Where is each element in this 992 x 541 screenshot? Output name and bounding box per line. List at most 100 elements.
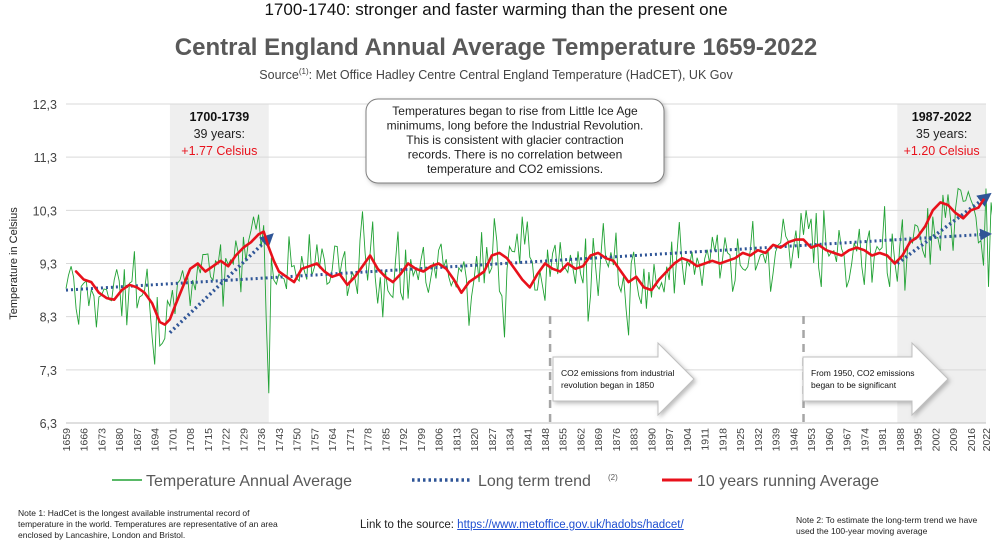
x-tick-label: 1967 <box>842 428 854 452</box>
period-change-1: +1.77 Celsius <box>181 144 257 158</box>
link-prefix: Link to the source: <box>360 519 458 531</box>
legend-label-annual: Temperature Annual Average <box>146 473 352 490</box>
x-tick-label: 1946 <box>788 428 800 452</box>
callout-line: minimums, long before the Industrial Rev… <box>387 119 644 133</box>
x-tick-label: 2016 <box>966 428 978 452</box>
x-tick-label: 1981 <box>877 428 889 452</box>
y-axis-label: Temperature in Celsius <box>8 207 20 320</box>
x-tick-label: 1673 <box>96 428 108 452</box>
callout-line: This is consistent with glacier contract… <box>406 133 623 147</box>
period-years-2: 35 years: <box>916 127 967 141</box>
y-tick-label: 6,3 <box>40 417 57 431</box>
x-tick-label: 1729 <box>238 428 250 452</box>
marker-arrow-1950: From 1950, CO2 emissions began to be sign… <box>802 341 949 417</box>
marker-arrow-1850: CO2 emissions from industrial revolution … <box>552 341 695 417</box>
marker-arrow-text: began to be significant <box>811 380 897 390</box>
x-tick-label: 1771 <box>345 428 357 452</box>
x-tick-label: 1764 <box>327 428 339 452</box>
x-tick-label: 2002 <box>930 428 942 452</box>
marker-arrow-shape <box>802 341 949 417</box>
source-link-row: Link to the source: https://www.metoffic… <box>360 519 684 531</box>
x-tick-label: 1995 <box>913 428 925 452</box>
x-tick-label: 1757 <box>309 428 321 452</box>
x-tick-label: 1904 <box>682 428 694 452</box>
x-tick-label: 1666 <box>79 428 91 452</box>
subtitle-rest: : Met Office Hadley Centre Central Engla… <box>308 68 733 83</box>
period-label-2: 1987-2022 <box>912 110 972 124</box>
callout-box: Temperatures began to rise from Little I… <box>365 98 665 184</box>
subtitle-sup: (1) <box>298 67 309 76</box>
x-tick-label: 1785 <box>380 428 392 452</box>
marker-arrow-shape <box>552 341 695 417</box>
x-tick-label: 1694 <box>150 428 162 452</box>
x-tick-label: 1743 <box>274 428 286 452</box>
top-banner: 1700-1740: stronger and faster warming t… <box>264 0 728 19</box>
x-tick-label: 1876 <box>611 428 623 452</box>
period-trend-arrow-2 <box>896 192 992 265</box>
x-tick-label: 1918 <box>717 428 729 452</box>
x-tick-label: 1659 <box>61 428 73 452</box>
x-tick-label: 1869 <box>593 428 605 452</box>
x-tick-label: 1855 <box>558 428 570 452</box>
x-tick-label: 1988 <box>895 428 907 452</box>
y-tick-label: 10,3 <box>33 204 57 218</box>
x-tick-label: 1792 <box>398 428 410 452</box>
x-tick-label: 1953 <box>806 428 818 452</box>
period-change-2: +1.20 Celsius <box>904 144 980 158</box>
x-tick-label: 2022 <box>981 428 992 452</box>
x-tick-label: 1778 <box>363 428 375 452</box>
long-term-trend-line <box>65 228 992 292</box>
callout-line: temperature and CO2 emissions. <box>427 162 603 176</box>
note-1: Note 1: HadCet is the longest available … <box>18 508 278 540</box>
x-tick-label: 1862 <box>575 428 587 452</box>
y-tick-label: 11,3 <box>34 151 57 165</box>
x-tick-label: 1750 <box>292 428 304 452</box>
annual-temperature-line <box>65 187 992 394</box>
x-tick-label: 1701 <box>167 428 179 452</box>
legend: Temperature Annual Average Long term tren… <box>112 473 879 490</box>
x-tick-label: 1813 <box>451 428 463 452</box>
x-tick-label: 1722 <box>221 428 233 452</box>
x-tick-label: 1827 <box>487 428 499 452</box>
x-tick-label: 1960 <box>824 428 836 452</box>
subtitle-prefix: Source <box>259 68 299 83</box>
x-tick-label: 1883 <box>629 428 641 452</box>
legend-label-trend: Long term trend <box>478 473 591 490</box>
y-tick-label: 12,3 <box>33 98 57 112</box>
x-tick-label: 1890 <box>646 428 658 452</box>
callout-line: Temperatures began to rise from Little I… <box>392 104 638 118</box>
x-tick-label: 1841 <box>522 428 534 452</box>
marker-arrow-text: CO2 emissions from industrial <box>561 368 674 378</box>
x-tick-label: 1925 <box>735 428 747 452</box>
x-tick-label: 1799 <box>416 428 428 452</box>
running-average-line <box>74 198 985 326</box>
x-tick-label: 1806 <box>434 428 446 452</box>
x-tick-label: 1939 <box>771 428 783 452</box>
chart-subtitle: Source(1): Met Office Hadley Centre Cent… <box>0 67 992 82</box>
y-tick-label: 7,3 <box>40 364 57 378</box>
y-tick-label: 8,3 <box>40 311 57 325</box>
x-tick-label: 1736 <box>256 428 268 452</box>
x-tick-label: 1680 <box>114 428 126 452</box>
source-link[interactable]: https://www.metoffice.gov.uk/hadobs/hadc… <box>457 519 684 531</box>
period-years-1: 39 years: <box>194 127 245 141</box>
x-tick-label: 1708 <box>185 428 197 452</box>
y-tick-label: 9,3 <box>40 258 57 272</box>
callout-line: records. There is no correlation between <box>408 148 623 162</box>
note-2: Note 2: To estimate the long-term trend … <box>796 515 978 536</box>
x-tick-label: 2009 <box>948 428 960 452</box>
x-tick-label: 1848 <box>540 428 552 452</box>
period-label-1: 1700-1739 <box>189 110 249 124</box>
legend-label-trend-sup: (2) <box>608 473 618 482</box>
x-tick-label: 1834 <box>505 428 517 452</box>
x-tick-label: 1911 <box>700 428 712 451</box>
marker-arrow-text: From 1950, CO2 emissions <box>811 368 914 378</box>
x-tick-label: 1974 <box>859 428 871 452</box>
legend-label-running: 10 years running Average <box>697 473 879 490</box>
x-tick-label: 1932 <box>753 428 765 452</box>
callout-box-frame <box>365 98 665 184</box>
x-tick-label: 1820 <box>469 428 481 452</box>
x-tick-label: 1897 <box>664 428 676 452</box>
marker-arrow-text: revolution began in 1850 <box>561 380 654 390</box>
